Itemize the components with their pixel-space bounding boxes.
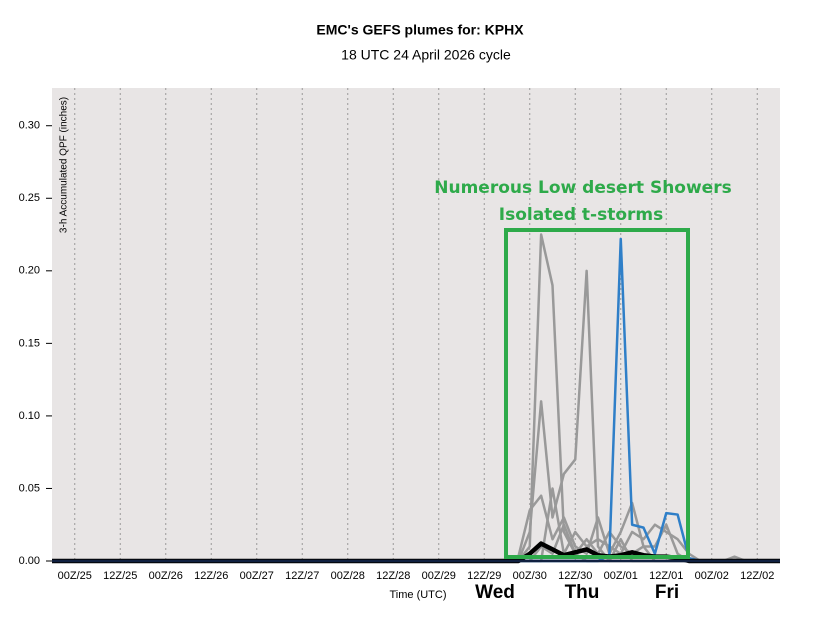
x-tick-label: 12Z/02 xyxy=(740,570,774,582)
chart-title: EMC's GEFS plumes for: KPHX xyxy=(316,22,524,38)
annotation: Isolated t-storms xyxy=(499,205,664,225)
x-tick-label: 00Z/25 xyxy=(58,570,92,582)
y-tick-label: 0.05 xyxy=(19,482,40,494)
highlight-box xyxy=(504,228,690,559)
plot-area xyxy=(52,88,780,561)
x-tick-label: 12Z/25 xyxy=(103,570,137,582)
x-tick-label: 00Z/01 xyxy=(604,570,638,582)
grid xyxy=(74,88,758,561)
x-tick-label: 00Z/30 xyxy=(513,570,547,582)
x-tick-label: 12Z/26 xyxy=(194,570,228,582)
x-tick-label: 00Z/28 xyxy=(331,570,365,582)
y-tick-label: 0.00 xyxy=(19,555,40,567)
x-tick-label: 00Z/02 xyxy=(695,570,729,582)
x-tick-label: 12Z/29 xyxy=(467,570,501,582)
x-tick-label: 00Z/29 xyxy=(422,570,456,582)
y-tick-label: 0.15 xyxy=(19,337,40,349)
day-label: Thu xyxy=(565,582,600,603)
x-tick-label: 12Z/01 xyxy=(649,570,683,582)
y-tick-label: 0.10 xyxy=(19,410,40,422)
x-axis-label: Time (UTC) xyxy=(389,589,446,601)
x-tick-label: 12Z/28 xyxy=(376,570,410,582)
x-tick-label: 00Z/27 xyxy=(240,570,274,582)
y-axis-label: 3-h Accumulated QPF (inches) xyxy=(59,97,70,233)
y-tick-label: 0.20 xyxy=(19,265,40,277)
x-tick-label: 12Z/27 xyxy=(285,570,319,582)
x-tick-label: 00Z/26 xyxy=(149,570,183,582)
chart-subtitle: 18 UTC 24 April 2026 cycle xyxy=(341,47,511,63)
y-tick-label: 0.30 xyxy=(19,120,40,132)
day-label: Wed xyxy=(475,582,515,603)
day-label: Fri xyxy=(655,582,679,603)
annotation: Numerous Low desert Showers xyxy=(434,178,731,198)
y-tick-label: 0.25 xyxy=(19,192,40,204)
x-tick-label: 12Z/30 xyxy=(558,570,592,582)
